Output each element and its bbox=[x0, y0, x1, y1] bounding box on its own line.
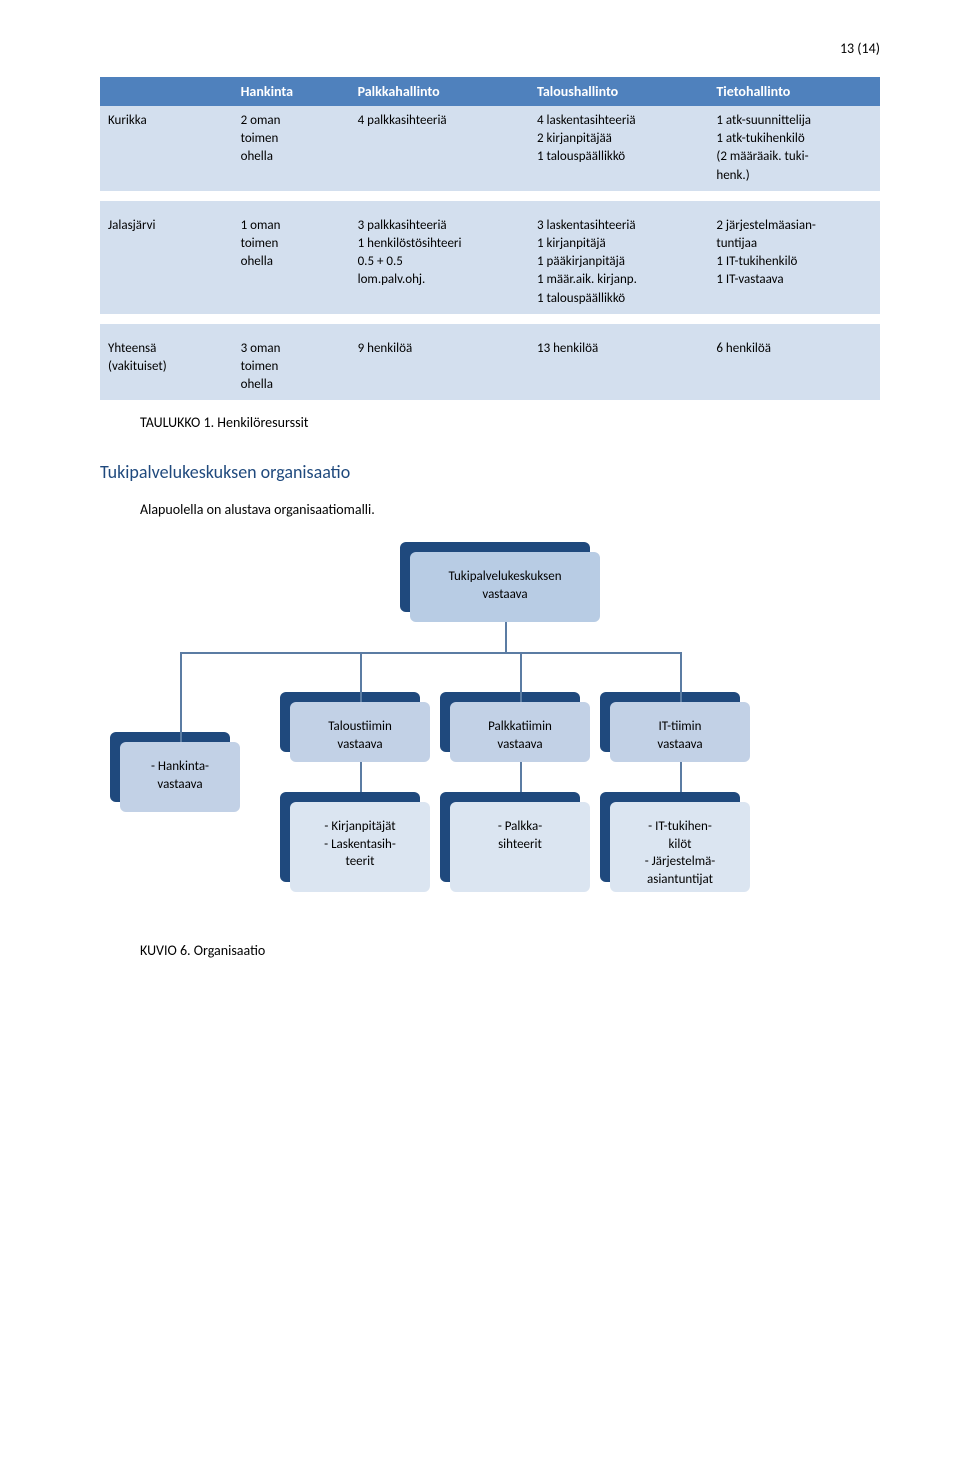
org-root: Tukipalvelukeskuksen vastaava bbox=[410, 552, 600, 622]
page-number: 13 (14) bbox=[100, 40, 880, 57]
org-level2-2: - IT-tukihen- kilöt - Järjestelmä- asian… bbox=[610, 802, 750, 892]
table-cell: 1 atk-suunnittelija 1 atk-tukihenkilö (2… bbox=[708, 106, 880, 191]
section-heading: Tukipalvelukeskuksen organisaatio bbox=[100, 461, 880, 483]
table-cell: 13 henkilöä bbox=[529, 334, 708, 401]
table-row: Kurikka2 oman toimen ohella4 palkkasihte… bbox=[100, 106, 880, 191]
table-spacer bbox=[100, 314, 880, 324]
table-cell: Jalasjärvi bbox=[100, 211, 233, 314]
th-palkkahallinto: Palkkahallinto bbox=[350, 77, 529, 106]
table-cell: 3 palkkasihteeriä 1 henkilöstösihteeri 0… bbox=[350, 211, 529, 314]
table-cell: 1 oman toimen ohella bbox=[233, 211, 350, 314]
th-tietohallinto: Tietohallinto bbox=[708, 77, 880, 106]
table-spacer bbox=[100, 324, 880, 334]
table-cell: 4 laskentasihteeriä 2 kirjanpitäjää 1 ta… bbox=[529, 106, 708, 191]
th-empty bbox=[100, 77, 233, 106]
table-cell: 2 oman toimen ohella bbox=[233, 106, 350, 191]
th-taloushallinto: Taloushallinto bbox=[529, 77, 708, 106]
table-cell: 4 palkkasihteeriä bbox=[350, 106, 529, 191]
figure-caption: KUVIO 6. Organisaatio bbox=[140, 942, 880, 959]
table-row: Yhteensä (vakituiset)3 oman toimen ohell… bbox=[100, 334, 880, 401]
table-caption: TAULUKKO 1. Henkilöresurssit bbox=[140, 414, 880, 431]
table-header-row: Hankinta Palkkahallinto Taloushallinto T… bbox=[100, 77, 880, 106]
org-level1-2: IT-tiimin vastaava bbox=[610, 702, 750, 762]
org-chart: Tukipalvelukeskuksen vastaava - Hankinta-… bbox=[120, 542, 880, 922]
table-cell: Kurikka bbox=[100, 106, 233, 191]
th-hankinta: Hankinta bbox=[233, 77, 350, 106]
table-cell: 3 laskentasihteeriä 1 kirjanpitäjä 1 pää… bbox=[529, 211, 708, 314]
table-cell: 3 oman toimen ohella bbox=[233, 334, 350, 401]
org-level1-1: Palkkatiimin vastaava bbox=[450, 702, 590, 762]
table-row: Jalasjärvi1 oman toimen ohella3 palkkasi… bbox=[100, 211, 880, 314]
table-spacer bbox=[100, 201, 880, 211]
table-cell: 2 järjestelmäasian- tuntijaa 1 IT-tukihe… bbox=[708, 211, 880, 314]
org-level2-1: - Palkka- sihteerit bbox=[450, 802, 590, 892]
table-spacer bbox=[100, 191, 880, 201]
table-cell: 6 henkilöä bbox=[708, 334, 880, 401]
org-level1-0: Taloustiimin vastaava bbox=[290, 702, 430, 762]
intro-paragraph: Alapuolella on alustava organisaatiomall… bbox=[140, 501, 880, 518]
org-side: - Hankinta- vastaava bbox=[120, 742, 240, 812]
table-cell: Yhteensä (vakituiset) bbox=[100, 334, 233, 401]
table-cell: 9 henkilöä bbox=[350, 334, 529, 401]
resources-table: Hankinta Palkkahallinto Taloushallinto T… bbox=[100, 77, 880, 400]
org-level2-0: - Kirjanpitäjät - Laskentasih- teerit bbox=[290, 802, 430, 892]
